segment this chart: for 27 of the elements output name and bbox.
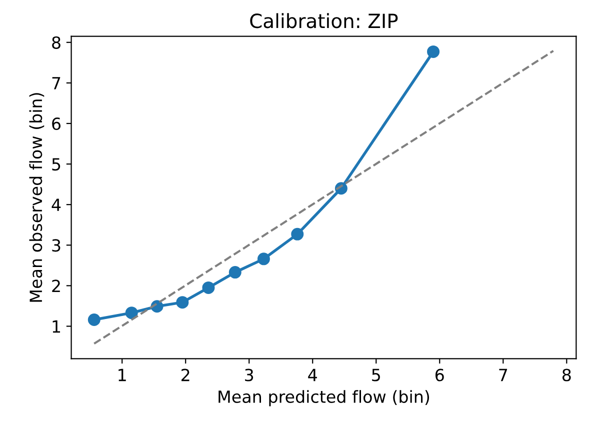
point: [427, 45, 440, 58]
x-tick-label: 1: [118, 368, 126, 382]
point: [257, 252, 270, 266]
y-tick-label: 1: [52, 320, 60, 333]
y-tick-label: 4: [52, 198, 61, 211]
point: [176, 296, 189, 309]
x-tick-label: 2: [182, 368, 190, 382]
x-tick-label: 7: [499, 368, 508, 382]
point: [88, 314, 100, 326]
point: [125, 306, 138, 320]
y-tick-label: 7: [52, 77, 60, 90]
y-axis-title: Mean observed flow (bin): [29, 93, 44, 302]
y-tick-label: 8: [52, 36, 60, 49]
y-tick-label: 2: [52, 280, 60, 292]
point: [291, 228, 304, 240]
point: [202, 281, 215, 294]
y-tick-label: 3: [52, 239, 60, 252]
chart-title: Calibration: ZIP: [250, 13, 398, 28]
y-tick-label: 6: [52, 117, 61, 130]
x-tick-label: 5: [372, 368, 380, 382]
x-tick-label: 6: [435, 368, 444, 382]
y-tick-label: 5: [52, 158, 60, 171]
x-tick-label: 3: [245, 368, 254, 382]
x-tick-label: 4: [308, 368, 317, 382]
x-axis-title: Mean predicted flow (bin): [218, 390, 430, 406]
x-tick-label: 8: [562, 368, 571, 382]
point: [228, 266, 242, 279]
